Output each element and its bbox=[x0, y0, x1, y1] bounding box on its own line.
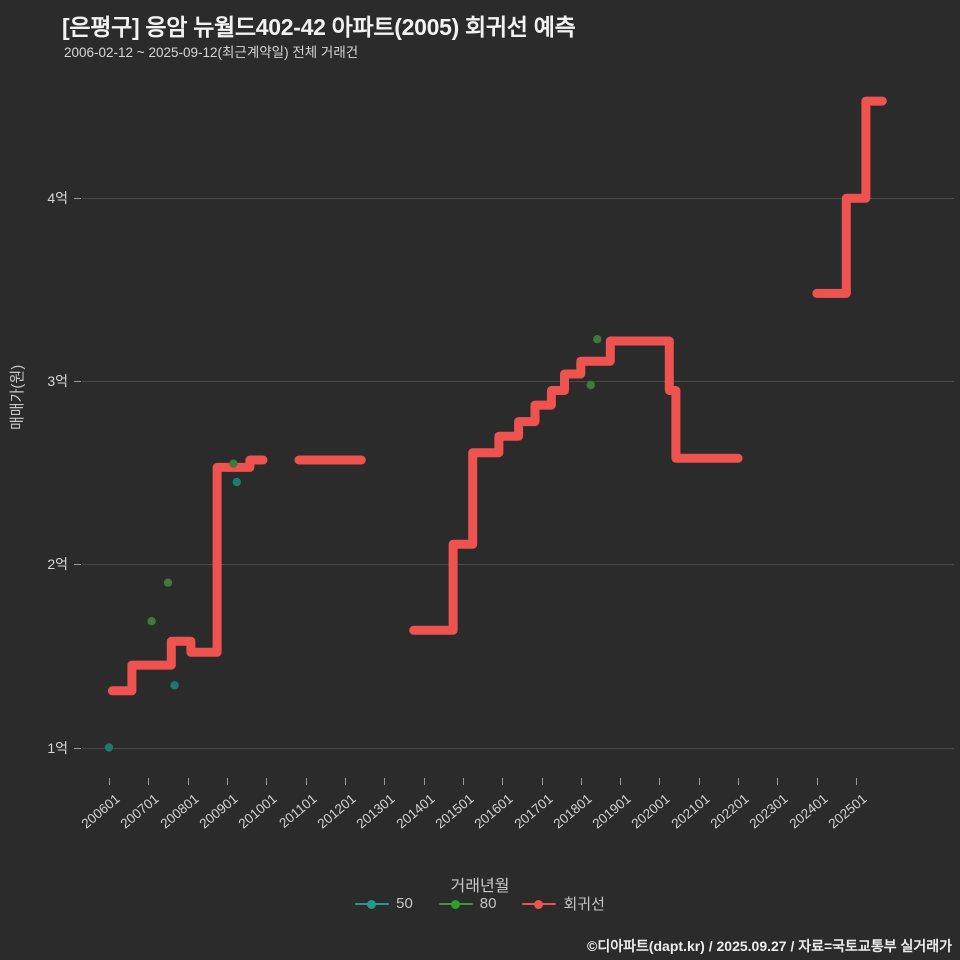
x-tick-mark bbox=[187, 778, 189, 785]
y-gridline bbox=[82, 747, 954, 749]
x-tick-mark bbox=[266, 778, 268, 785]
legend-item[interactable]: 80 bbox=[438, 895, 497, 912]
y-tick-label: 1억 bbox=[47, 739, 68, 756]
x-tick-mark bbox=[580, 778, 582, 785]
y-gridline bbox=[82, 564, 954, 566]
scatter-point bbox=[163, 578, 173, 587]
y-tick-mark bbox=[74, 564, 81, 566]
y-tick-mark bbox=[74, 747, 81, 749]
scatter-point bbox=[147, 617, 156, 626]
legend-swatch-icon bbox=[355, 897, 390, 911]
legend-swatch-icon bbox=[438, 897, 473, 911]
x-tick-mark bbox=[462, 778, 464, 785]
x-tick-mark bbox=[305, 778, 307, 785]
regression-line-segment bbox=[409, 336, 743, 635]
x-tick-mark bbox=[541, 778, 543, 785]
x-tick-mark bbox=[659, 778, 661, 785]
scatter-point bbox=[170, 681, 179, 690]
legend-label: 80 bbox=[479, 895, 497, 912]
x-tick-mark bbox=[620, 778, 622, 785]
footer-attribution: ©디아파트(dapt.kr) / 2025.09.27 / 자료=국토교통부 실… bbox=[587, 938, 952, 954]
x-tick-mark bbox=[502, 778, 504, 785]
y-gridline bbox=[82, 198, 954, 200]
x-tick-mark bbox=[109, 778, 110, 785]
page-subtitle: 2006-02-12 ~ 2025-09-12(최근계약일) 전체 거래건 bbox=[64, 45, 359, 60]
y-gridline bbox=[82, 381, 954, 383]
y-tick-label: 4억 bbox=[47, 190, 68, 207]
x-tick-mark bbox=[816, 778, 818, 785]
y-tick-label: 2억 bbox=[47, 556, 68, 573]
x-tick-mark bbox=[226, 778, 228, 785]
y-tick-mark bbox=[74, 198, 81, 200]
x-tick-mark bbox=[698, 778, 700, 785]
legend-item[interactable]: 50 bbox=[355, 895, 413, 912]
scatter-point bbox=[232, 477, 241, 487]
scatter-point bbox=[593, 335, 602, 344]
legend-item[interactable]: 회귀선 bbox=[522, 893, 605, 914]
x-axis-label: 거래년월 bbox=[450, 878, 510, 895]
x-tick-mark bbox=[856, 778, 858, 785]
x-tick-mark bbox=[384, 778, 386, 785]
chart-legend: 50 80 회귀선 bbox=[0, 893, 960, 914]
y-tick-mark bbox=[74, 381, 81, 383]
x-tick-mark bbox=[738, 778, 740, 785]
y-axis-label: 매매가(원) bbox=[9, 364, 26, 430]
scatter-point bbox=[229, 459, 238, 468]
x-tick-mark bbox=[423, 778, 425, 785]
x-tick-mark bbox=[777, 778, 779, 785]
legend-label: 회귀선 bbox=[563, 896, 605, 913]
x-tick-mark bbox=[148, 778, 150, 785]
y-tick-label: 3억 bbox=[47, 373, 68, 390]
regression-line-segment bbox=[107, 455, 268, 696]
legend-label: 50 bbox=[396, 895, 413, 912]
legend-swatch-icon bbox=[522, 897, 557, 911]
page-title: [은평구] 응암 뉴월드402-42 아파트(2005) 회귀선 예측 bbox=[62, 14, 576, 40]
x-tick-mark bbox=[344, 778, 346, 785]
